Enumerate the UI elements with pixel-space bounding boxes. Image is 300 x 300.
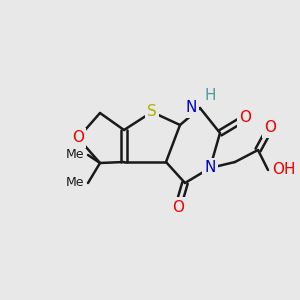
Text: Me: Me — [65, 148, 84, 161]
Text: O: O — [72, 130, 84, 146]
Text: N: N — [186, 100, 197, 116]
Text: S: S — [147, 104, 157, 119]
Text: Me: Me — [65, 176, 84, 190]
Text: O: O — [239, 110, 251, 125]
Text: O: O — [264, 121, 276, 136]
Text: O: O — [172, 200, 184, 214]
Text: H: H — [204, 88, 215, 103]
Text: N: N — [204, 160, 216, 175]
Text: OH: OH — [272, 163, 296, 178]
